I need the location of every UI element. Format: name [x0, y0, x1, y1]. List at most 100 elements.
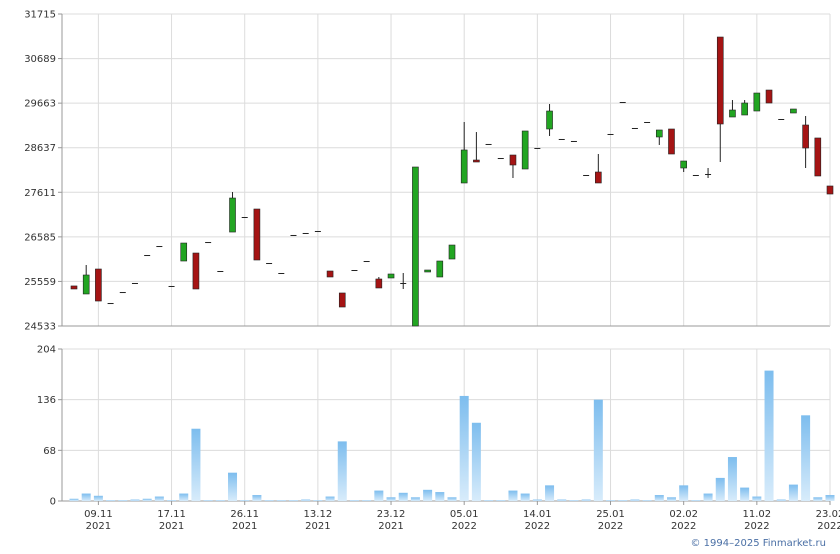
volume-bar: [447, 497, 457, 501]
candle-body: [753, 92, 761, 112]
volume-bar: [715, 477, 725, 501]
volume-bar: [69, 498, 79, 501]
candle-body: [253, 208, 261, 261]
x-tick-year: 2022: [451, 521, 476, 532]
volume-bar: [788, 484, 798, 501]
volume-bar: [118, 500, 128, 501]
candle-body: [387, 273, 395, 279]
candle-body: [705, 173, 712, 175]
candle-body: [278, 273, 285, 275]
volume-bar: [532, 499, 542, 501]
volume-bar: [520, 493, 530, 501]
volume-bar: [215, 500, 225, 501]
volume-bar: [349, 500, 359, 501]
volume-bar: [203, 500, 213, 501]
volume-bar: [545, 485, 555, 501]
volume-bar: [154, 496, 164, 501]
candle-body: [558, 138, 565, 140]
candle-body: [497, 158, 504, 160]
x-tick-year: 2022: [817, 521, 840, 532]
volume-bar: [337, 441, 347, 501]
y-tick-label: 29663: [24, 99, 56, 110]
volume-bar: [313, 500, 323, 501]
candle-body: [644, 121, 651, 123]
volume-bar: [752, 496, 762, 501]
x-tick-year: 2021: [232, 521, 257, 532]
candle-body: [205, 242, 212, 244]
candle-body: [509, 154, 517, 166]
volume-bar: [179, 493, 189, 501]
candle-body: [338, 292, 346, 308]
candle-body: [70, 285, 78, 290]
candle-body: [631, 127, 638, 129]
volume-bar: [301, 499, 311, 501]
y-tick-label: 0: [50, 497, 56, 508]
candle-body: [814, 137, 822, 177]
x-tick-label: 11.02: [743, 509, 772, 520]
y-tick-label: 204: [37, 345, 56, 356]
x-tick-label: 02.02: [669, 509, 698, 520]
candle-body: [692, 174, 699, 176]
candle-body: [546, 110, 553, 130]
volume-bar: [130, 499, 140, 501]
volume-bar: [679, 485, 689, 501]
candle-body: [412, 166, 419, 327]
candle-body: [156, 246, 163, 248]
candle-body: [241, 217, 248, 219]
volume-bar: [252, 495, 262, 501]
x-tick-label: 23.12: [377, 509, 406, 520]
volume-bar: [630, 499, 640, 501]
candle-body: [266, 263, 273, 265]
candle-body: [802, 124, 809, 149]
candle-body: [729, 109, 736, 118]
candle-body: [655, 129, 663, 138]
x-tick-label: 05.01: [450, 509, 479, 520]
y-tick-label: 30689: [24, 54, 56, 65]
candle-body: [436, 260, 444, 278]
volume-bar: [423, 489, 433, 501]
candle-body: [778, 118, 785, 120]
volume-bar: [435, 492, 445, 501]
candle-body: [460, 149, 468, 184]
volume-bar: [106, 500, 116, 501]
volume-bar: [776, 499, 786, 501]
y-tick-label: 28637: [24, 143, 56, 154]
volume-bar: [618, 500, 628, 501]
candle-body: [326, 270, 334, 278]
candle-body: [314, 230, 321, 232]
candle-body: [302, 232, 309, 234]
volume-bar: [142, 498, 152, 501]
volume-bar: [654, 495, 664, 501]
candle-body: [741, 102, 748, 116]
candle-body: [180, 242, 188, 262]
y-tick-label: 26585: [24, 232, 56, 243]
volume-bar: [471, 422, 481, 501]
y-tick-label: 27611: [24, 188, 56, 199]
volume-bar: [362, 500, 372, 501]
x-tick-year: 2021: [305, 521, 330, 532]
volume-bar: [484, 500, 494, 501]
x-tick-label: 25.01: [596, 509, 625, 520]
candle-body: [168, 285, 175, 287]
volume-bar: [813, 497, 823, 501]
volume-bar: [557, 499, 567, 501]
volume-bar: [288, 500, 298, 501]
volume-bar: [593, 399, 603, 501]
x-tick-label: 14.01: [523, 509, 552, 520]
candle-body: [473, 159, 480, 163]
candle-body: [521, 130, 529, 170]
y-tick-label: 24533: [24, 322, 56, 333]
candle-body: [716, 36, 724, 125]
candle-body: [607, 133, 614, 135]
candle-body: [448, 244, 456, 260]
candle-body: [375, 278, 383, 289]
x-tick-year: 2022: [598, 521, 623, 532]
x-tick-year: 2021: [378, 521, 403, 532]
candle-body: [485, 143, 492, 145]
x-tick-year: 2021: [159, 521, 184, 532]
x-tick-label: 17.11: [157, 509, 186, 520]
x-tick-year: 2022: [744, 521, 769, 532]
volume-bar: [569, 500, 579, 501]
volume-bar: [825, 495, 835, 501]
